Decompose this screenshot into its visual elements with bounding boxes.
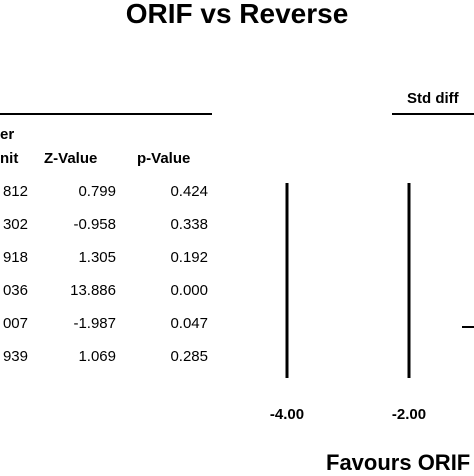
z-value-cell: -1.987 bbox=[73, 315, 116, 332]
upper-limit-cell: 302 bbox=[2, 216, 28, 233]
p-value-cell: 0.338 bbox=[170, 216, 208, 233]
x-tick-label: -4.00 bbox=[269, 406, 305, 423]
z-value-cell: 1.305 bbox=[78, 249, 116, 266]
p-value-header: p-Value bbox=[137, 150, 191, 167]
table-header-rule bbox=[0, 113, 212, 115]
p-value-cell: 0.047 bbox=[170, 315, 208, 332]
z-value-cell: 0.799 bbox=[78, 183, 116, 200]
upper-limit-cell: 036 bbox=[2, 282, 28, 299]
z-value-header: Z-Value bbox=[44, 150, 98, 167]
p-value-cell: 0.424 bbox=[170, 183, 208, 200]
p-value-cell: 0.192 bbox=[170, 249, 208, 266]
x-tick-label: -2.00 bbox=[391, 406, 427, 423]
upper-limit-header-line1: er bbox=[0, 126, 15, 143]
z-value-cell: 1.069 bbox=[78, 348, 116, 365]
z-value-cell: -0.958 bbox=[73, 216, 116, 233]
effect-header: Std diff bbox=[407, 90, 459, 107]
upper-limit-cell: 939 bbox=[2, 348, 28, 365]
upper-limit-cell: 918 bbox=[2, 249, 28, 266]
upper-limit-cell: 812 bbox=[2, 183, 28, 200]
upper-limit-header-line2: nit bbox=[0, 150, 19, 167]
chart-title: ORIF vs Reverse bbox=[125, 0, 349, 29]
p-value-cell: 0.000 bbox=[170, 282, 208, 299]
upper-limit-cell: 007 bbox=[2, 315, 28, 332]
effect-header-rule bbox=[392, 113, 474, 115]
p-value-cell: 0.285 bbox=[170, 348, 208, 365]
z-value-cell: 13.886 bbox=[70, 282, 116, 299]
favours-label: Favours ORIF bbox=[326, 450, 471, 475]
